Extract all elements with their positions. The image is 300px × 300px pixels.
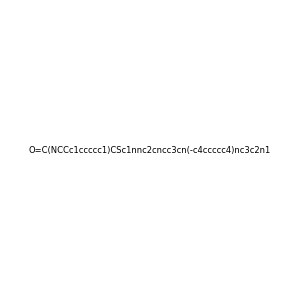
Text: O=C(NCCc1ccccc1)CSc1nnc2cncc3cn(-c4ccccc4)nc3c2n1: O=C(NCCc1ccccc1)CSc1nnc2cncc3cn(-c4ccccc… [29,146,271,154]
